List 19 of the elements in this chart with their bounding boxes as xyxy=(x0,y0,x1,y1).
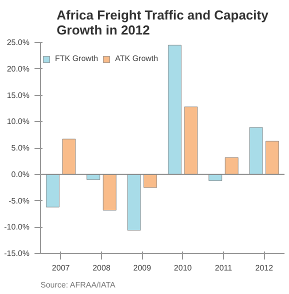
y-tick-label: 20.0% xyxy=(6,64,30,74)
y-tick-label: 15.0% xyxy=(6,90,30,100)
y-tick-label: -15.0% xyxy=(4,249,30,258)
y-tick-label: 0.0% xyxy=(11,170,30,179)
legend-label: ATK Growth xyxy=(115,54,158,63)
y-tick-label: -5.0% xyxy=(8,196,30,206)
source-note: Source: AFRAA/IATA xyxy=(40,280,116,290)
y-tick-label: 25.0% xyxy=(6,38,30,47)
x-tick-label: 2008 xyxy=(92,264,111,272)
x-tick-label: 2011 xyxy=(214,264,233,272)
x-tick-label: 2012 xyxy=(255,264,274,272)
legend-label: FTK Growth xyxy=(55,54,98,63)
chart-title: Africa Freight Traffic and Capacity Growth in 2012 xyxy=(56,8,270,38)
y-tick-label: 5.0% xyxy=(11,144,30,152)
y-tick-label: 10.0% xyxy=(6,117,30,126)
x-tick-label: 2009 xyxy=(133,264,152,272)
x-tick-label: 2010 xyxy=(174,264,192,272)
y-tick-label: -10.0% xyxy=(4,222,30,232)
x-tick-label: 2007 xyxy=(52,264,70,272)
